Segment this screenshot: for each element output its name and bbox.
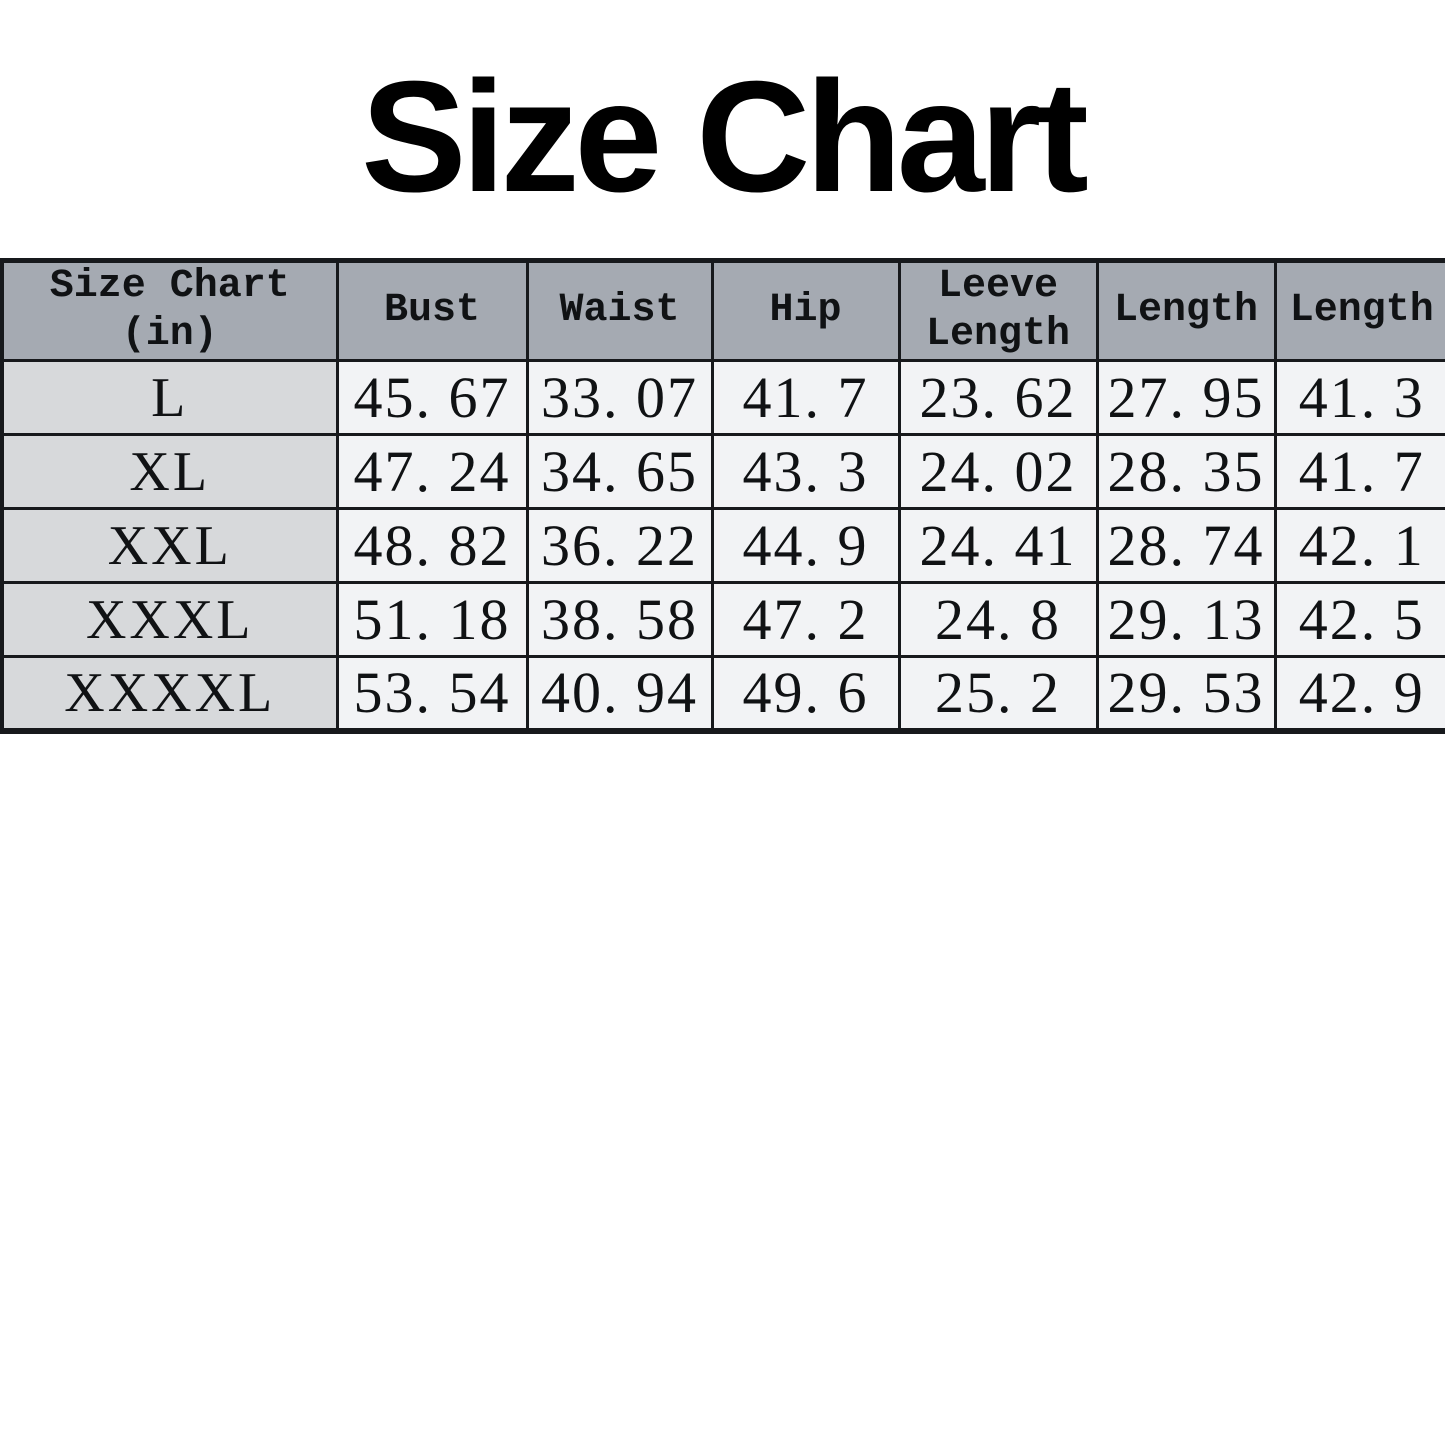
- column-header-waist: Waist: [525, 259, 714, 362]
- column-header-sleeve-length-line2: Length: [925, 312, 1071, 357]
- column-header-length-1: Length: [1095, 259, 1277, 362]
- measurement-cell: 29. 13: [1095, 581, 1277, 658]
- measurement-cell: 53. 54: [335, 655, 529, 732]
- table-row-xxl: XXL 48. 82 36. 22 44. 9 24. 41 28. 74 42…: [0, 507, 1445, 584]
- table-row-xl: XL 47. 24 34. 65 43. 3 24. 02 28. 35 41.…: [0, 433, 1445, 510]
- column-header-sleeve-length-line1: Leeve: [937, 264, 1059, 309]
- measurement-cell: 49. 6: [710, 655, 901, 732]
- measurement-cell: 51. 18: [335, 581, 529, 658]
- column-header-size: Size Chart (in): [0, 259, 339, 362]
- measurement-cell: 27. 95: [1095, 359, 1277, 436]
- measurement-cell: 41. 7: [710, 359, 901, 436]
- measurement-cell: 42. 5: [1273, 581, 1445, 658]
- column-header-length-2: Length: [1273, 259, 1445, 362]
- size-label: L: [0, 359, 339, 436]
- measurement-cell: 28. 74: [1095, 507, 1277, 584]
- measurement-cell: 43. 3: [710, 433, 901, 510]
- table-row-xxxl: XXXL 51. 18 38. 58 47. 2 24. 8 29. 13 42…: [0, 581, 1445, 658]
- size-label: XXL: [0, 507, 339, 584]
- measurement-cell: 47. 2: [710, 581, 901, 658]
- column-header-sleeve-length: Leeve Length: [897, 259, 1099, 362]
- size-label: XXXL: [0, 581, 339, 658]
- measurement-cell: 41. 7: [1273, 433, 1445, 510]
- measurement-cell: 48. 82: [335, 507, 529, 584]
- measurement-cell: 28. 35: [1095, 433, 1277, 510]
- size-label: XXXXL: [0, 655, 339, 732]
- size-chart-table-container: Size Chart (in) Bust Waist Hip Leeve Len…: [0, 258, 1445, 734]
- measurement-cell: 42. 9: [1273, 655, 1445, 732]
- measurement-cell: 34. 65: [525, 433, 714, 510]
- size-chart-table: Size Chart (in) Bust Waist Hip Leeve Len…: [0, 258, 1445, 734]
- measurement-cell: 47. 24: [335, 433, 529, 510]
- column-header-size-line2: (in): [121, 312, 218, 357]
- measurement-cell: 42. 1: [1273, 507, 1445, 584]
- column-header-bust: Bust: [335, 259, 529, 362]
- column-header-hip: Hip: [710, 259, 901, 362]
- measurement-cell: 24. 41: [897, 507, 1099, 584]
- measurement-cell: 25. 2: [897, 655, 1099, 732]
- measurement-cell: 29. 53: [1095, 655, 1277, 732]
- page-title: Size Chart: [361, 49, 1089, 225]
- measurement-cell: 24. 02: [897, 433, 1099, 510]
- measurement-cell: 23. 62: [897, 359, 1099, 436]
- table-header-row: Size Chart (in) Bust Waist Hip Leeve Len…: [0, 259, 1445, 362]
- measurement-cell: 38. 58: [525, 581, 714, 658]
- size-label: XL: [0, 433, 339, 510]
- measurement-cell: 40. 94: [525, 655, 714, 732]
- table-row-l: L 45. 67 33. 07 41. 7 23. 62 27. 95 41. …: [0, 359, 1445, 436]
- measurement-cell: 44. 9: [710, 507, 901, 584]
- measurement-cell: 36. 22: [525, 507, 714, 584]
- measurement-cell: 45. 67: [335, 359, 529, 436]
- measurement-cell: 41. 3: [1273, 359, 1445, 436]
- measurement-cell: 24. 8: [897, 581, 1099, 658]
- column-header-size-line1: Size Chart: [49, 264, 290, 309]
- table-row-xxxxl: XXXXL 53. 54 40. 94 49. 6 25. 2 29. 53 4…: [0, 655, 1445, 732]
- measurement-cell: 33. 07: [525, 359, 714, 436]
